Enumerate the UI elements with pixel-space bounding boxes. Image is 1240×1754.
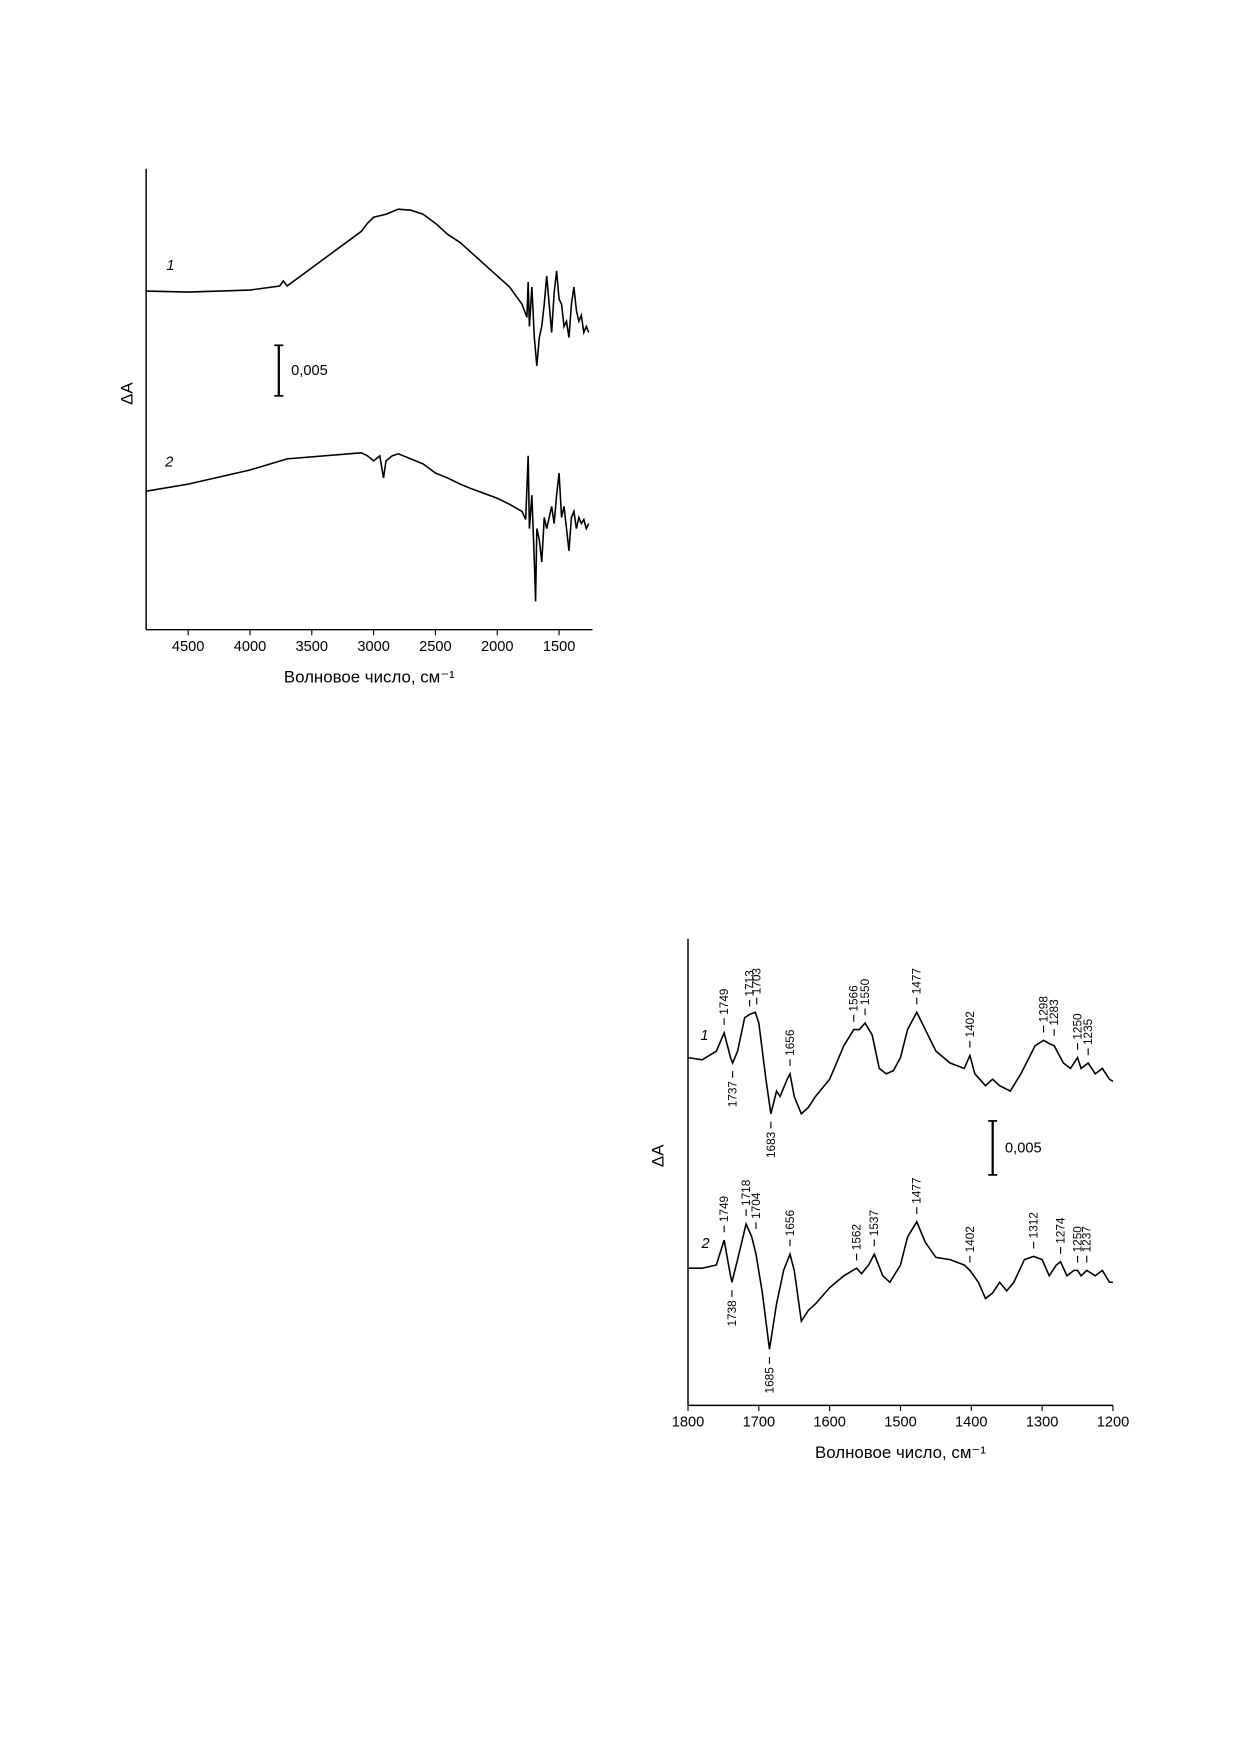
peak-label: 1235 — [1081, 1018, 1095, 1045]
x-tick-label: 4500 — [172, 639, 205, 655]
peak-label: 1656 — [783, 1029, 797, 1056]
series-label: 2 — [701, 1236, 710, 1252]
peak-label: 1402 — [963, 1011, 977, 1037]
series-label: 1 — [166, 258, 174, 274]
peak-label: 1298 — [1036, 996, 1050, 1023]
x-tick-label: 1400 — [955, 1415, 988, 1431]
spectrum-line — [146, 451, 590, 602]
y-axis-label: ΔA — [118, 382, 137, 405]
peak-label: 1718 — [739, 1179, 753, 1206]
x-axis-label: Волновое число, см⁻¹ — [815, 1443, 986, 1462]
x-tick-label: 1300 — [1026, 1415, 1059, 1431]
peak-label: 1274 — [1053, 1217, 1067, 1244]
y-axis-label: ΔA — [648, 1144, 667, 1167]
peak-label: 1477 — [910, 968, 924, 994]
x-tick-label: 1800 — [672, 1415, 705, 1431]
x-tick-label: 2000 — [481, 639, 514, 655]
peak-label: 1656 — [783, 1210, 797, 1237]
series-label: 1 — [700, 1028, 708, 1044]
peak-label: 1749 — [717, 989, 731, 1015]
peak-label: 1537 — [867, 1210, 881, 1236]
peak-label: 1703 — [750, 968, 764, 995]
x-tick-label: 1500 — [884, 1415, 917, 1431]
trough-label: 1683 — [764, 1131, 778, 1158]
peak-label: 1477 — [910, 1178, 924, 1204]
x-tick-label: 3500 — [296, 639, 329, 655]
chart: 4500 4000 3500 3000 2500 2000 1500 Волновое чис… — [118, 168, 593, 687]
peak-label: 1566 — [847, 985, 861, 1012]
x-tick-label: 1600 — [813, 1415, 846, 1431]
x-tick-label: 3000 — [357, 639, 390, 655]
peak-label: 1402 — [963, 1226, 977, 1252]
peak-label: 1550 — [858, 978, 872, 1005]
x-tick-label: 1500 — [543, 639, 576, 655]
peak-label: 1250 — [1070, 1013, 1084, 1040]
x-axis-label: Волновое число, см⁻¹ — [284, 668, 455, 687]
trough-label: 1738 — [725, 1300, 739, 1327]
series-label: 2 — [164, 455, 173, 471]
x-tick-label: 4000 — [234, 639, 267, 655]
peak-label: 1749 — [717, 1196, 731, 1222]
peak-label: 1250 — [1070, 1226, 1084, 1253]
peak-label: 1283 — [1047, 999, 1061, 1026]
x-tick-label: 1200 — [1097, 1415, 1130, 1431]
spectrum-line — [688, 1220, 1113, 1350]
peak-label: 1562 — [850, 1224, 864, 1250]
peak-label: 1713 — [743, 970, 757, 997]
x-tick-label: 1700 — [743, 1415, 776, 1431]
peak-label: 1237 — [1080, 1226, 1094, 1252]
scale-bar-label: 0,005 — [291, 363, 328, 379]
chart: 1800 1700 1600 1500 1400 1300 1200 Волновое чис… — [648, 938, 1130, 1462]
x-tick-label: 2500 — [419, 639, 452, 655]
trough-label: 1685 — [762, 1367, 776, 1394]
peak-label: 1704 — [749, 1192, 763, 1219]
trough-label: 1737 — [726, 1081, 740, 1107]
spectrum-line — [146, 208, 590, 366]
peak-label: 1312 — [1027, 1212, 1041, 1238]
spectrum-line — [687, 1010, 1114, 1116]
scale-bar-label: 0,005 — [1005, 1140, 1042, 1156]
